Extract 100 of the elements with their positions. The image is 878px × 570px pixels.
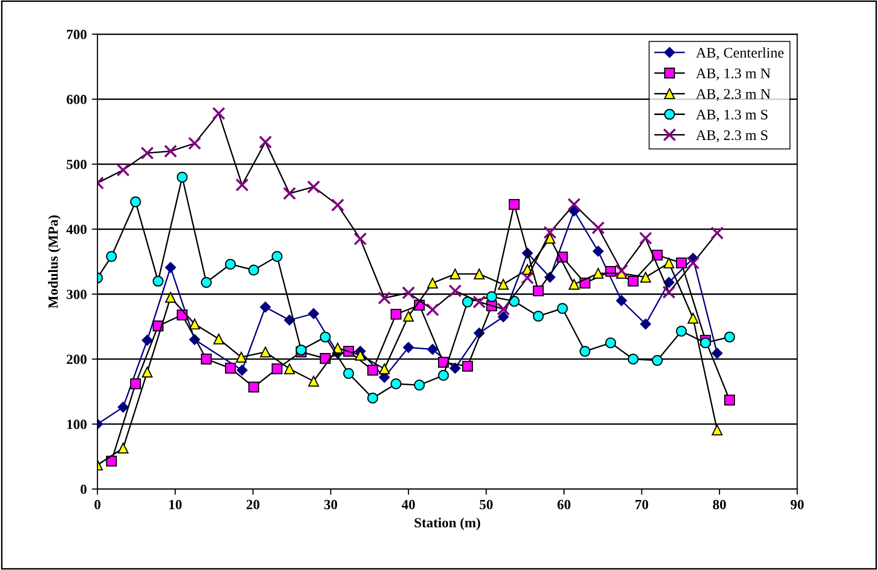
point [308, 308, 320, 320]
point [724, 394, 735, 406]
point [474, 268, 485, 280]
point [248, 264, 260, 276]
point [508, 199, 520, 210]
x-tick-label: 70 [636, 500, 648, 510]
point [403, 310, 414, 322]
point [118, 442, 129, 454]
point [248, 382, 260, 392]
point [676, 326, 687, 337]
point [438, 370, 449, 381]
point [486, 291, 498, 302]
point [116, 163, 130, 177]
point [592, 221, 605, 234]
point [367, 364, 378, 376]
point [462, 360, 473, 372]
point [308, 376, 320, 387]
point [498, 311, 509, 322]
point [200, 354, 212, 365]
point [557, 303, 568, 314]
point [676, 258, 687, 268]
point [568, 205, 580, 216]
point [176, 172, 188, 183]
point [272, 363, 282, 374]
point [543, 226, 557, 239]
point [142, 334, 153, 346]
point [614, 264, 628, 278]
point [686, 256, 700, 270]
y-axis-title: Modulus (MPa) [48, 215, 61, 308]
point [532, 310, 544, 322]
point [390, 378, 402, 390]
legend-label: AB, 1.3 m N [696, 68, 770, 80]
point [200, 277, 212, 288]
x-tick-label: 50 [480, 500, 493, 510]
point [343, 368, 354, 379]
point [331, 198, 344, 212]
x-tick-label: 20 [246, 500, 260, 510]
point [130, 196, 141, 208]
point [710, 226, 724, 240]
point [592, 268, 604, 279]
point [568, 278, 580, 290]
y-tick-label: 400 [66, 224, 87, 234]
x-tick-label: 80 [712, 500, 726, 510]
point [260, 302, 271, 313]
point [390, 308, 402, 320]
point [164, 144, 178, 158]
y-tick-label: 300 [66, 290, 87, 300]
point [354, 350, 366, 361]
point [236, 364, 248, 376]
point [640, 272, 652, 283]
point [236, 352, 247, 363]
x-tick-label: 90 [790, 500, 804, 510]
x-tick-label: 60 [558, 500, 570, 510]
point [496, 302, 510, 316]
point [520, 271, 534, 284]
point [403, 342, 414, 353]
point [189, 318, 200, 330]
y-tick-label: 600 [66, 94, 87, 104]
point [165, 292, 176, 303]
point [213, 334, 224, 344]
point [662, 286, 676, 299]
point [106, 251, 117, 262]
point [225, 258, 236, 270]
point [130, 378, 141, 390]
point [663, 276, 674, 288]
point [450, 268, 461, 280]
y-tick-label: 0 [80, 484, 87, 494]
point [140, 146, 154, 160]
point [580, 346, 590, 357]
legend-label: AB, Centerline [696, 47, 784, 60]
point [498, 278, 509, 290]
point [712, 424, 723, 436]
point [225, 362, 236, 374]
point [628, 354, 639, 365]
point [532, 285, 544, 296]
point [212, 106, 226, 120]
point [427, 344, 438, 355]
point [652, 354, 663, 366]
point [700, 337, 711, 348]
point [282, 186, 296, 200]
point [402, 286, 416, 300]
point [307, 180, 320, 194]
point [462, 296, 473, 308]
legend-label: AB, 2.3 m N [696, 89, 770, 101]
point [448, 284, 462, 298]
point [106, 456, 117, 467]
legend-label: AB, 1.3 m S [696, 110, 768, 122]
point [450, 362, 461, 374]
point [284, 314, 295, 326]
point [272, 251, 282, 262]
point [320, 332, 331, 342]
x-tick-label: 10 [169, 500, 182, 510]
point [472, 295, 486, 309]
point [724, 332, 735, 342]
x-tick-label: 40 [402, 500, 415, 510]
point [320, 353, 331, 364]
point [378, 291, 391, 305]
y-tick-label: 100 [67, 420, 87, 430]
point [414, 380, 425, 391]
point [652, 250, 663, 261]
